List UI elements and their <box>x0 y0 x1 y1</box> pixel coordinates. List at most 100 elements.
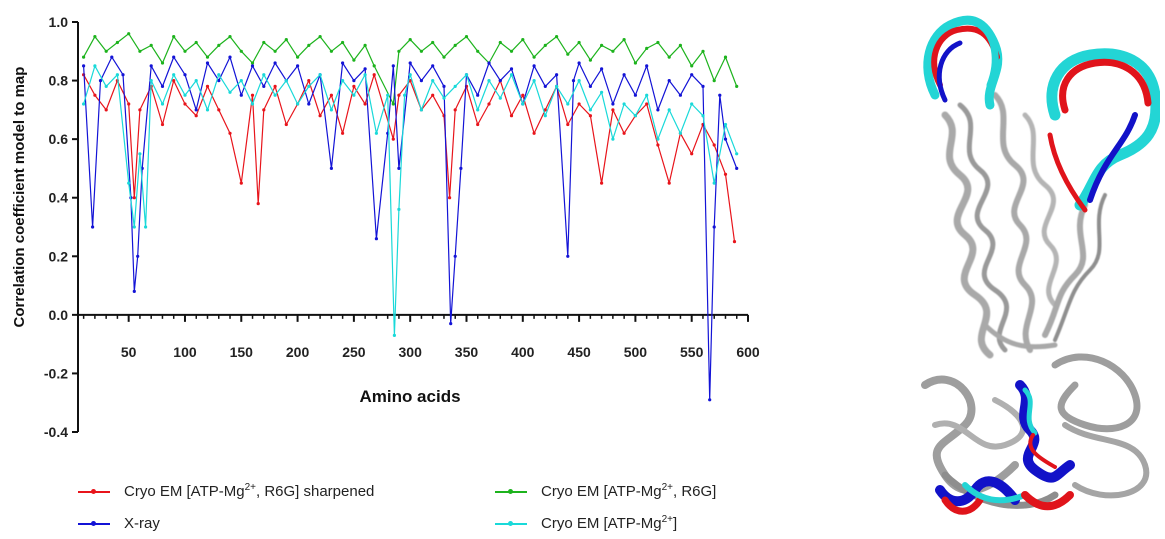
data-point <box>712 225 716 229</box>
data-point <box>509 49 514 53</box>
data-point <box>735 166 739 170</box>
data-point <box>476 49 480 53</box>
legend-label: Cryo EM [ATP-Mg2+] <box>541 514 678 533</box>
data-point <box>611 108 615 112</box>
data-point <box>718 93 722 97</box>
data-point <box>464 73 469 77</box>
series-line <box>83 56 738 401</box>
data-point <box>431 93 435 97</box>
data-point <box>509 73 514 77</box>
data-point <box>307 79 311 83</box>
data-point <box>408 61 412 65</box>
data-point <box>194 40 198 45</box>
data-point <box>408 73 412 77</box>
chart-axes: -0.4 -0.2 0.0 0.2 0.4 0.6 0.8 1.0 50 100 150 200 250… <box>44 14 760 440</box>
series-3 <box>82 64 739 337</box>
data-point <box>645 46 649 51</box>
y-tick-label: 1.0 <box>49 14 69 30</box>
legend-item: X-ray <box>78 515 160 532</box>
data-point <box>217 108 221 112</box>
data-point <box>391 64 395 68</box>
x-tick-label: 200 <box>286 344 310 360</box>
data-point <box>453 254 457 258</box>
data-point <box>205 55 210 59</box>
data-point <box>577 79 581 83</box>
data-point <box>442 96 446 100</box>
series-line <box>83 74 736 242</box>
data-point <box>341 61 345 65</box>
data-point <box>341 131 345 135</box>
data-point <box>93 93 97 97</box>
x-tick-label: 250 <box>342 344 366 360</box>
data-point <box>329 166 333 170</box>
data-point <box>386 93 390 97</box>
data-point <box>723 172 728 176</box>
data-point <box>250 61 255 65</box>
y-tick-label: 0.6 <box>49 131 69 147</box>
data-point <box>476 122 480 127</box>
data-point <box>566 122 570 127</box>
data-point <box>690 102 694 106</box>
series-0 <box>82 32 739 106</box>
data-point <box>476 108 480 112</box>
y-tick-label: 0.8 <box>49 73 69 89</box>
data-point <box>487 79 491 83</box>
legend-item: Cryo EM [ATP-Mg2+, R6G] sharpened <box>78 483 374 500</box>
data-point <box>543 43 547 48</box>
data-point <box>577 40 581 45</box>
data-point <box>104 49 108 53</box>
data-point <box>262 108 266 112</box>
data-point <box>453 108 457 112</box>
data-point <box>656 137 660 141</box>
data-point <box>160 84 165 88</box>
data-point <box>144 225 148 229</box>
data-point <box>307 102 311 106</box>
data-point <box>262 40 266 45</box>
data-point <box>363 102 367 106</box>
y-tick-label: -0.4 <box>44 424 68 440</box>
data-point <box>566 102 570 106</box>
data-point <box>363 43 367 48</box>
data-point <box>487 102 491 106</box>
backbone-helices <box>941 92 1107 359</box>
data-point <box>205 108 210 112</box>
data-point <box>98 79 103 83</box>
x-tick-label: 300 <box>399 344 423 360</box>
data-point <box>160 61 165 65</box>
data-point <box>341 40 345 45</box>
data-point <box>645 93 649 97</box>
legend-label: Cryo EM [ATP-Mg2+, R6G] sharpened <box>124 482 375 501</box>
data-point <box>250 93 255 97</box>
data-point <box>555 35 559 39</box>
data-point <box>391 137 395 141</box>
data-point <box>138 49 142 53</box>
data-point <box>600 181 604 185</box>
data-point <box>217 79 221 83</box>
data-point <box>403 93 407 97</box>
data-point <box>532 79 536 83</box>
data-point <box>318 114 322 118</box>
data-point <box>645 64 649 68</box>
data-point <box>419 79 423 83</box>
data-point <box>194 79 198 83</box>
data-point <box>262 73 266 77</box>
data-point <box>205 84 210 88</box>
data-point <box>555 84 559 88</box>
data-point <box>419 49 423 53</box>
data-point <box>194 114 198 118</box>
data-point <box>239 181 243 185</box>
data-point <box>656 143 660 147</box>
data-point <box>172 73 176 77</box>
data-point <box>532 131 536 135</box>
data-point <box>217 43 221 48</box>
data-point <box>532 64 536 68</box>
x-axis-label: Amino acids <box>359 387 460 406</box>
data-point <box>372 64 376 68</box>
data-point <box>341 79 345 83</box>
data-point <box>392 333 396 337</box>
data-point <box>172 35 176 39</box>
x-tick-label: 400 <box>511 344 535 360</box>
data-point <box>509 114 514 118</box>
data-point <box>448 196 452 200</box>
data-point <box>459 166 463 170</box>
